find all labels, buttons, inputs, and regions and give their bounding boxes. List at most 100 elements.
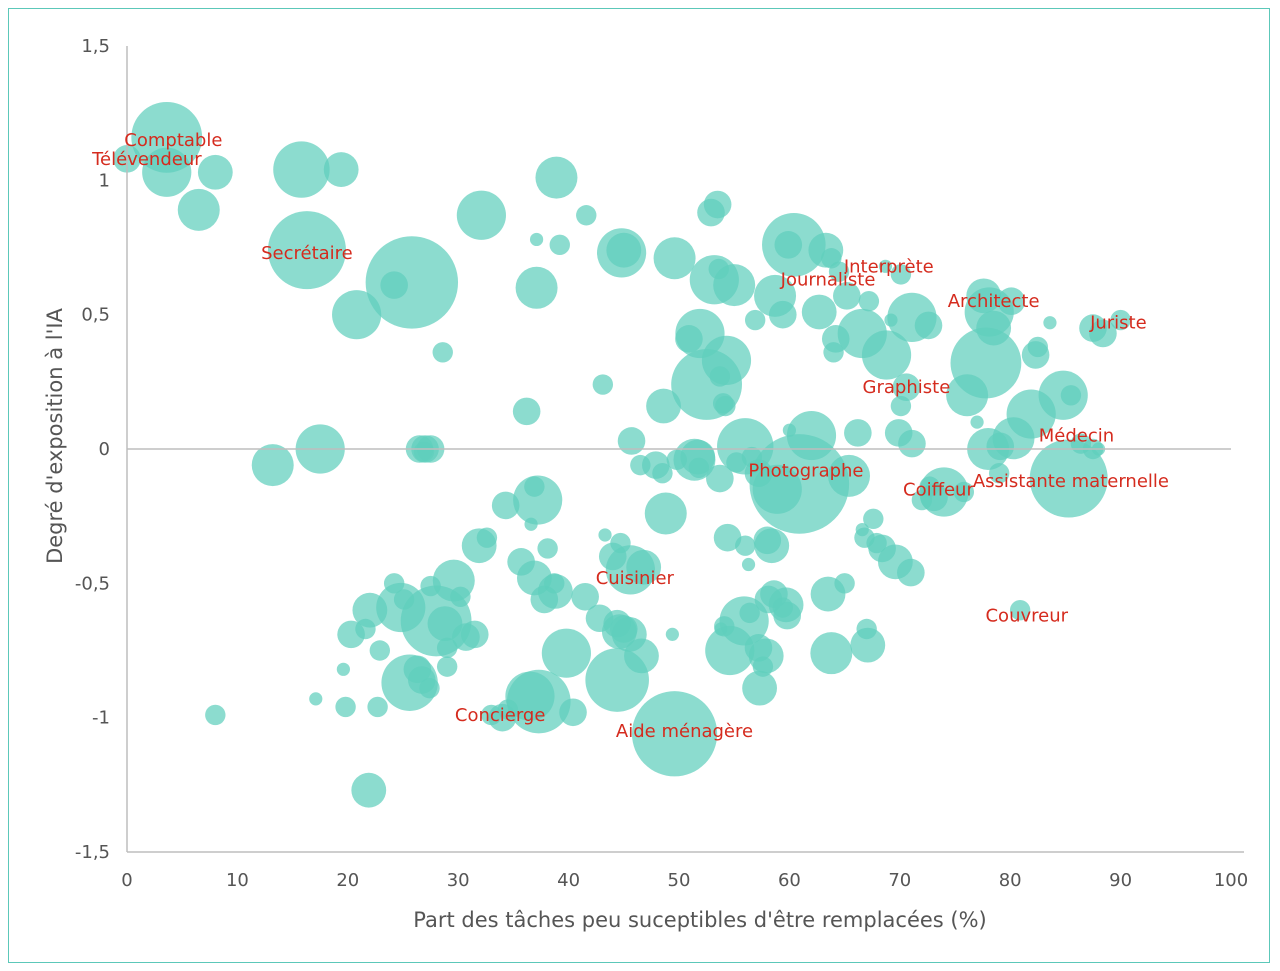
y-axis-title: Degré d'exposition à l'IA bbox=[43, 307, 67, 563]
chart-frame bbox=[8, 8, 1270, 963]
bubble bbox=[380, 271, 408, 299]
bubble bbox=[626, 549, 662, 585]
bubble bbox=[456, 190, 506, 240]
bubble bbox=[559, 698, 587, 727]
bubble bbox=[833, 282, 861, 310]
bubble bbox=[177, 188, 220, 231]
bubble bbox=[524, 476, 545, 497]
bubble bbox=[571, 582, 599, 611]
y-tick-label: -1 bbox=[92, 708, 110, 729]
bubble bbox=[782, 423, 797, 437]
bubble bbox=[197, 154, 233, 190]
occupation-label: Médecin bbox=[1039, 426, 1114, 447]
bubble bbox=[549, 234, 570, 256]
bubble bbox=[592, 374, 614, 395]
bubble bbox=[703, 190, 732, 219]
bubble bbox=[946, 374, 989, 417]
bubble bbox=[273, 141, 330, 198]
bubble bbox=[576, 205, 597, 226]
bubble bbox=[666, 449, 687, 470]
x-tick-label: 20 bbox=[336, 870, 359, 891]
bubble bbox=[850, 627, 886, 663]
y-tick-labels: 1,5 1 0,5 0 -0,5 -1 -1,5 bbox=[75, 36, 110, 863]
bubble bbox=[355, 618, 376, 640]
bubble bbox=[898, 429, 926, 458]
bubble bbox=[752, 656, 774, 677]
occupation-label: Journaliste bbox=[780, 270, 876, 291]
bubble bbox=[863, 508, 884, 530]
bubble bbox=[646, 388, 681, 424]
bubble bbox=[823, 342, 844, 363]
y-tick-label: 1,5 bbox=[81, 36, 110, 57]
bubble bbox=[644, 492, 687, 535]
bubble bbox=[828, 261, 850, 282]
bubble bbox=[131, 101, 203, 173]
bubble bbox=[828, 454, 871, 497]
bubble bbox=[997, 287, 1026, 316]
occupation-label: Comptable bbox=[124, 130, 222, 151]
bubble bbox=[709, 366, 731, 387]
bubble bbox=[772, 597, 793, 618]
bubble bbox=[461, 528, 497, 564]
bubble bbox=[861, 330, 912, 380]
bubble bbox=[1060, 385, 1082, 406]
bubble bbox=[606, 232, 642, 268]
bubble bbox=[419, 677, 440, 699]
x-tick-label: 30 bbox=[447, 870, 470, 891]
bubble bbox=[624, 638, 659, 674]
bubble bbox=[713, 523, 742, 552]
x-tick-label: 70 bbox=[888, 870, 911, 891]
bubble bbox=[142, 147, 192, 197]
bubble bbox=[1089, 319, 1117, 348]
bubble bbox=[744, 309, 766, 331]
bubble bbox=[768, 300, 797, 329]
bubble bbox=[715, 395, 736, 417]
bubble bbox=[675, 325, 703, 353]
bubble bbox=[688, 457, 710, 479]
bubble bbox=[436, 656, 458, 677]
bubble bbox=[1009, 600, 1031, 621]
bubble bbox=[914, 311, 943, 340]
bubble bbox=[810, 632, 853, 675]
occupation-label: Concierge bbox=[455, 705, 546, 726]
bubble bbox=[1043, 316, 1057, 330]
bubble bbox=[741, 557, 756, 572]
x-tick-label: 60 bbox=[778, 870, 801, 891]
occupation-label: Secrétaire bbox=[261, 243, 353, 264]
bubble bbox=[432, 342, 453, 363]
bubble bbox=[855, 523, 869, 537]
bubble bbox=[988, 462, 1010, 484]
bubble bbox=[537, 538, 558, 559]
bubble bbox=[452, 623, 480, 651]
bubble bbox=[744, 459, 773, 487]
bubble bbox=[541, 628, 591, 678]
occupation-label: Cuisinier bbox=[596, 568, 675, 589]
bubble bbox=[309, 692, 323, 706]
bubble bbox=[267, 211, 346, 290]
bubble bbox=[512, 397, 541, 426]
occupation-label: Aide ménagère bbox=[616, 721, 753, 742]
bubble bbox=[369, 640, 391, 661]
y-tick-label: 1 bbox=[99, 170, 110, 191]
bubble bbox=[844, 419, 872, 447]
bubble bbox=[535, 156, 578, 199]
bubble bbox=[351, 772, 387, 808]
bubble bbox=[631, 691, 718, 777]
x-tick-labels: 0 10 20 30 40 50 60 70 80 90 100 bbox=[121, 870, 1248, 891]
bubble bbox=[1110, 309, 1131, 331]
bubble bbox=[544, 573, 565, 594]
bubble bbox=[858, 291, 880, 312]
bubble bbox=[598, 528, 612, 542]
y-tick-label: -1,5 bbox=[75, 842, 110, 863]
bubble bbox=[834, 573, 855, 594]
x-tick-label: 100 bbox=[1214, 870, 1248, 891]
bubble bbox=[890, 264, 912, 285]
bubble bbox=[774, 231, 803, 259]
bubble bbox=[1021, 341, 1050, 369]
bubble bbox=[970, 415, 984, 429]
bubble bbox=[801, 294, 837, 330]
occupation-label: Interprète bbox=[844, 256, 934, 277]
bubble bbox=[585, 604, 614, 633]
